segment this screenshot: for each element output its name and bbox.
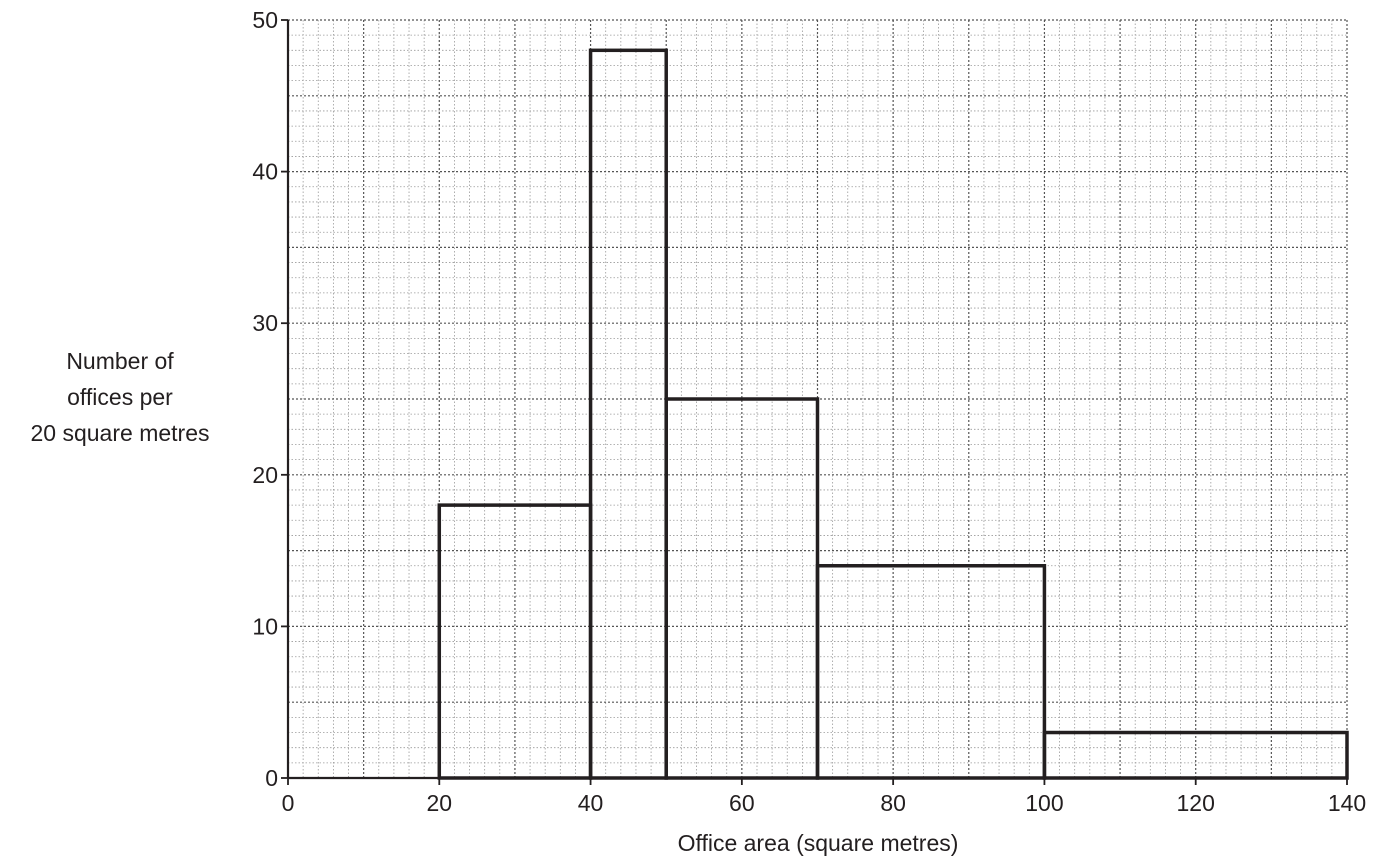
x-tick-label: 0 xyxy=(282,790,295,816)
y-tick-label: 0 xyxy=(265,765,278,791)
x-tick-label: 120 xyxy=(1177,790,1215,816)
y-axis-label-line-3: 20 square metres xyxy=(30,420,210,446)
axes xyxy=(286,20,1347,780)
y-tick-label: 20 xyxy=(252,462,278,488)
x-tick-label: 100 xyxy=(1025,790,1063,816)
y-axis-label-line-1: Number of xyxy=(66,348,174,374)
x-tick-label: 80 xyxy=(880,790,906,816)
x-tick-label: 20 xyxy=(426,790,452,816)
y-tick-label: 30 xyxy=(252,310,278,336)
x-tick-label: 40 xyxy=(578,790,604,816)
x-tick-label: 60 xyxy=(729,790,755,816)
y-tick-label: 10 xyxy=(252,613,278,639)
y-axis-label: Number of offices per 20 square metres xyxy=(0,343,240,451)
y-tick-labels: 0 10 20 30 40 50 xyxy=(252,7,288,791)
x-axis-label: Office area (square metres) xyxy=(677,830,959,856)
x-tick-labels: 0 20 40 60 80 100 120 140 xyxy=(282,778,1366,816)
x-tick-label: 140 xyxy=(1328,790,1366,816)
y-tick-label: 40 xyxy=(252,159,278,185)
y-tick-label: 50 xyxy=(252,7,278,33)
y-axis-label-line-2: offices per xyxy=(67,384,173,410)
